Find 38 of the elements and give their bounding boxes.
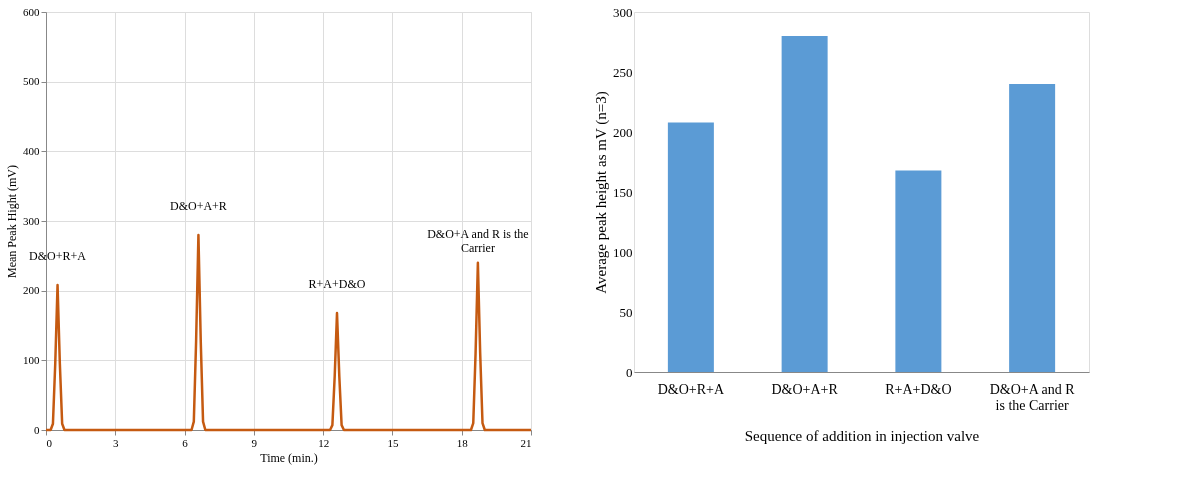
y-tick-label: 150 (613, 184, 633, 200)
x-tick-label: 15 (387, 436, 399, 449)
y-tick-label: 0 (626, 364, 633, 380)
y-tick-label: 100 (23, 353, 40, 366)
y-tick-label: 300 (613, 4, 633, 20)
x-axis-title: Sequence of addition in injection valve (744, 427, 980, 444)
x-tick-label: D&O+R+A (657, 381, 725, 397)
y-tick-label: 300 (23, 214, 40, 227)
y-axis-title: Mean Peak Hight (mV) (5, 165, 19, 278)
x-tick-label: R+A+D&O (885, 381, 952, 397)
x-tick-label: 21 (520, 436, 532, 449)
y-tick-label: 600 (23, 5, 40, 18)
x-tick-label: 18 (456, 436, 469, 449)
y-axis-title: Average peak height as mV (n=3) (593, 91, 610, 294)
bar (1009, 84, 1056, 372)
y-tick-label: 400 (23, 144, 40, 157)
x-tick-label: 9 (251, 436, 258, 449)
x-axis-title: Time (min.) (260, 450, 318, 465)
bar (895, 170, 942, 372)
x-tick-label: D&O+A+R (771, 381, 839, 397)
annotation: D&O+A and R is the Carrier (427, 226, 529, 255)
annotation: D&O+A+R (169, 198, 227, 213)
y-tick-label: 250 (613, 64, 633, 80)
bar (781, 36, 828, 372)
annotation: D&O+R+A (29, 249, 87, 264)
x-tick-label: 3 (113, 436, 120, 449)
y-tick-label: 500 (23, 75, 40, 88)
annotation: R+A+D&O (308, 276, 366, 291)
x-tick-label: D&O+A and R is the Carrier (989, 381, 1076, 413)
y-tick-label: 100 (613, 244, 633, 260)
y-tick-label: 0 (34, 423, 40, 436)
y-tick-label: 200 (23, 284, 40, 297)
y-tick-label: 200 (613, 124, 633, 140)
x-tick-label: 0 (46, 436, 53, 449)
x-tick-label: 6 (182, 436, 189, 449)
y-tick-label: 50 (619, 304, 633, 320)
bar (667, 122, 714, 372)
x-tick-label: 12 (318, 436, 330, 449)
